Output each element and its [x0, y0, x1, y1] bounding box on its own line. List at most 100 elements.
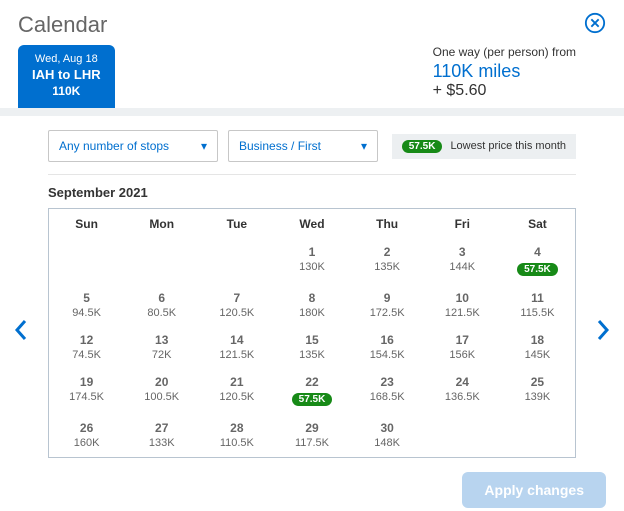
calendar-day[interactable]: 25139K	[500, 369, 575, 415]
day-price: 72K	[124, 349, 199, 361]
day-price: 121.5K	[425, 307, 500, 319]
day-number: 21	[199, 375, 274, 389]
day-number: 12	[49, 333, 124, 347]
calendar-modal: Calendar Wed, Aug 18 IAH to LHR 110K One…	[0, 0, 624, 511]
calendar-day[interactable]: 29117.5K	[274, 415, 349, 457]
day-price: 136.5K	[425, 391, 500, 403]
day-number: 13	[124, 333, 199, 347]
calendar-day[interactable]: 2257.5K	[274, 369, 349, 415]
day-price: 133K	[124, 437, 199, 449]
day-price: 135K	[274, 349, 349, 361]
day-price: 168.5K	[350, 391, 425, 403]
calendar-day[interactable]: 5 94.5K	[49, 285, 124, 327]
day-price: 160K	[49, 437, 124, 449]
day-number: 5	[49, 291, 124, 305]
calendar-day[interactable]: 1274.5K	[49, 327, 124, 369]
calendar-day[interactable]: 11115.5K	[500, 285, 575, 327]
calendar-day[interactable]: 20100.5K	[124, 369, 199, 415]
calendar-day[interactable]: 1372K	[124, 327, 199, 369]
modal-title: Calendar	[18, 12, 107, 38]
day-number: 30	[350, 421, 425, 435]
day-of-week-header: Wed	[274, 209, 349, 239]
close-icon[interactable]	[584, 12, 606, 39]
day-number: 15	[274, 333, 349, 347]
modal-header: Calendar	[0, 0, 624, 39]
route-tab[interactable]: Wed, Aug 18 IAH to LHR 110K	[18, 45, 115, 108]
day-price: 144K	[425, 261, 500, 273]
stops-dropdown[interactable]: Any number of stops ▾	[48, 130, 218, 162]
calendar-day[interactable]: 26 160K	[49, 415, 124, 457]
day-number: 6	[124, 291, 199, 305]
day-number: 26	[49, 421, 124, 435]
calendar-day[interactable]: 1 130K	[274, 239, 349, 285]
calendar-empty-cell	[124, 239, 199, 285]
lowest-price-legend: 57.5K Lowest price this month	[392, 134, 576, 159]
calendar-day[interactable]: 8180K	[274, 285, 349, 327]
day-price: 121.5K	[199, 349, 274, 361]
calendar-day[interactable]: 3 144K	[425, 239, 500, 285]
calendar-day[interactable]: 16154.5K	[350, 327, 425, 369]
calendar-day[interactable]: 21 120.5K	[199, 369, 274, 415]
apply-changes-button[interactable]: Apply changes	[462, 472, 606, 508]
day-price: 172.5K	[350, 307, 425, 319]
calendar-day[interactable]: 27 133K	[124, 415, 199, 457]
calendar-day[interactable]: 9172.5K	[350, 285, 425, 327]
prev-month-button[interactable]	[14, 319, 28, 347]
caret-down-icon: ▾	[201, 139, 207, 153]
calendar-day[interactable]: 30148K	[350, 415, 425, 457]
day-number: 27	[124, 421, 199, 435]
month-label: September 2021	[0, 185, 624, 208]
fare-summary: One way (per person) from 110K miles + $…	[433, 45, 606, 100]
day-price: 94.5K	[49, 307, 124, 319]
day-number: 10	[425, 291, 500, 305]
stops-dropdown-label: Any number of stops	[59, 139, 169, 153]
fare-label: One way (per person) from	[433, 45, 576, 59]
day-number: 25	[500, 375, 575, 389]
day-number: 3	[425, 245, 500, 259]
calendar-day[interactable]: 23168.5K	[350, 369, 425, 415]
calendar-day[interactable]: 10 121.5K	[425, 285, 500, 327]
route-tab-miles: 110K	[32, 84, 101, 98]
calendar-day[interactable]: 17156K	[425, 327, 500, 369]
fare-miles: 110K miles	[433, 61, 576, 82]
lowest-price-badge: 57.5K	[402, 140, 443, 153]
calendar-empty-cell	[425, 415, 500, 457]
day-number: 19	[49, 375, 124, 389]
calendar-day[interactable]: 14 121.5K	[199, 327, 274, 369]
calendar-wrapper: SunMonTueWedThuFriSat1130K2135K3144K457.…	[0, 208, 624, 458]
day-number: 1	[274, 245, 349, 259]
day-number: 11	[500, 291, 575, 305]
day-number: 14	[199, 333, 274, 347]
filter-controls: Any number of stops ▾ Business / First ▾…	[0, 116, 624, 172]
calendar-day[interactable]: 18145K	[500, 327, 575, 369]
day-price: 100.5K	[124, 391, 199, 403]
route-tab-route: IAH to LHR	[32, 67, 101, 82]
calendar-day[interactable]: 28110.5K	[199, 415, 274, 457]
calendar-day[interactable]: 19174.5K	[49, 369, 124, 415]
calendar-day[interactable]: 457.5K	[500, 239, 575, 285]
day-number: 18	[500, 333, 575, 347]
calendar-day[interactable]: 24136.5K	[425, 369, 500, 415]
day-price: 120.5K	[199, 391, 274, 403]
calendar-day[interactable]: 2135K	[350, 239, 425, 285]
calendar-day[interactable]: 7 120.5K	[199, 285, 274, 327]
fare-cash: + $5.60	[433, 82, 576, 100]
day-price: 130K	[274, 261, 349, 273]
day-number: 28	[199, 421, 274, 435]
next-month-button[interactable]	[596, 319, 610, 347]
calendar-day[interactable]: 680.5K	[124, 285, 199, 327]
cabin-dropdown[interactable]: Business / First ▾	[228, 130, 378, 162]
section-divider	[0, 108, 624, 116]
day-price: 180K	[274, 307, 349, 319]
day-number: 2	[350, 245, 425, 259]
day-number: 4	[500, 245, 575, 259]
calendar-empty-cell	[49, 239, 124, 285]
day-price: 117.5K	[274, 437, 349, 449]
calendar-day[interactable]: 15 135K	[274, 327, 349, 369]
day-number: 16	[350, 333, 425, 347]
day-of-week-header: Tue	[199, 209, 274, 239]
hr	[48, 174, 576, 175]
day-number: 22	[274, 375, 349, 389]
day-number: 7	[199, 291, 274, 305]
day-price: 120.5K	[199, 307, 274, 319]
